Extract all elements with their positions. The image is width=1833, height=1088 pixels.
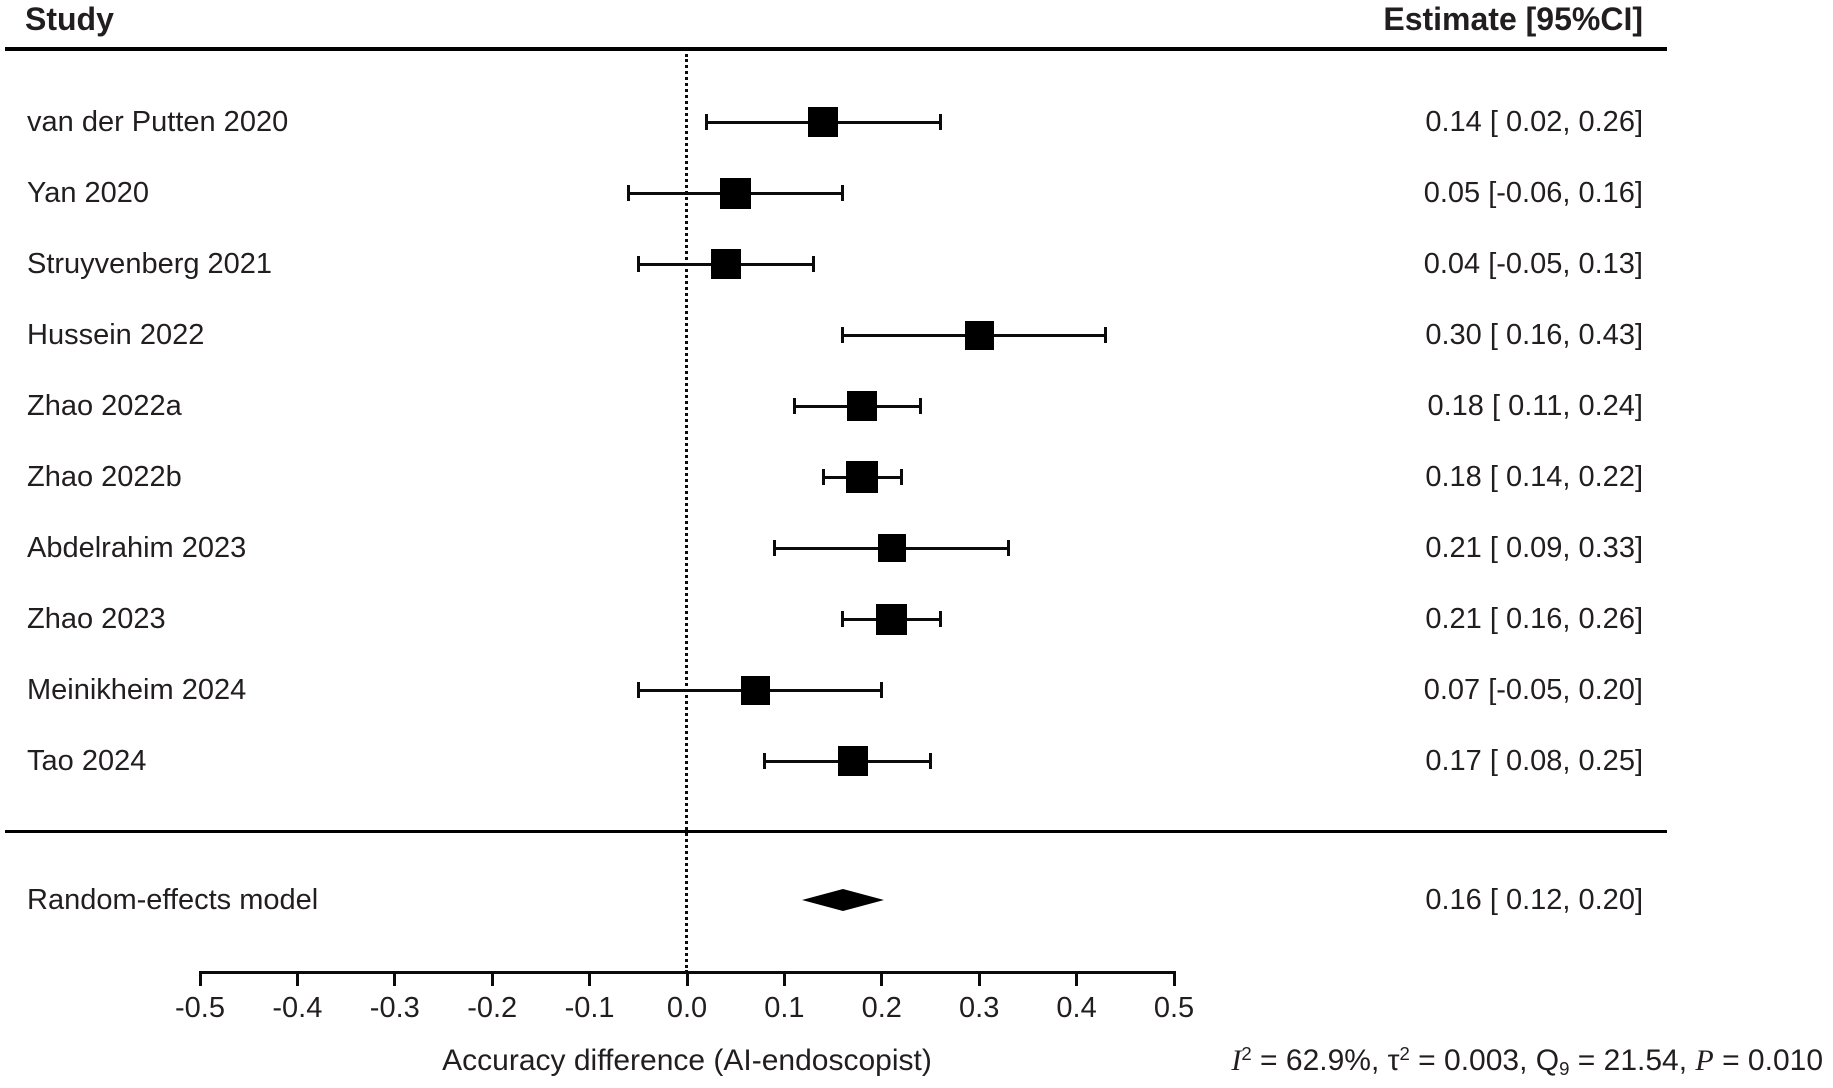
study-column-header: Study: [25, 1, 114, 37]
ci-cap-right: [929, 753, 932, 769]
ci-cap-left: [792, 398, 796, 414]
x-axis-tick: [588, 973, 592, 986]
ci-cap-right: [812, 256, 816, 272]
x-axis-tick-label: -0.1: [564, 992, 615, 1024]
study-label: Zhao 2023: [27, 603, 166, 635]
heterogeneity-stats: I2 = 62.9%, τ2 = 0.003, Q9 = 21.54, P = …: [1231, 1042, 1823, 1083]
stats-segment: 9: [1559, 1057, 1570, 1079]
point-square: [876, 603, 908, 635]
study-label: van der Putten 2020: [27, 106, 289, 138]
ci-cap-right: [1006, 540, 1010, 556]
ci-cap-left: [636, 682, 640, 698]
x-axis-tick-label: -0.5: [175, 992, 225, 1024]
estimate-value: 0.04 [-0.05, 0.13]: [1423, 248, 1643, 280]
ci-cap-left: [704, 114, 708, 130]
point-square: [808, 107, 839, 137]
x-axis-tick: [393, 973, 397, 986]
study-label: Hussein 2022: [27, 319, 205, 351]
x-axis-tick-label: 0.3: [959, 992, 1000, 1024]
estimate-value: 0.21 [ 0.09, 0.33]: [1425, 532, 1643, 564]
estimate-value: 0.14 [ 0.02, 0.26]: [1425, 106, 1643, 138]
x-axis-tick: [880, 973, 884, 986]
ci-cap-right: [919, 398, 923, 414]
ci-cap-right: [1104, 327, 1108, 343]
point-square: [710, 249, 741, 279]
estimate-column-header: Estimate [95%CI]: [1383, 1, 1643, 37]
study-label: Yan 2020: [27, 177, 150, 209]
x-axis-tick-label: -0.4: [272, 992, 323, 1024]
x-axis-line: [199, 971, 1176, 974]
x-axis-tick: [782, 973, 786, 986]
point-square: [846, 461, 879, 493]
x-axis-tick-label: -0.2: [467, 992, 518, 1024]
x-axis-tick-label: 0.5: [1153, 992, 1195, 1024]
point-square: [964, 320, 994, 350]
ci-cap-right: [841, 185, 845, 201]
x-axis-tick-label: -0.3: [369, 992, 420, 1024]
stats-segment: 2: [1399, 1042, 1410, 1064]
estimate-value: 0.07 [-0.05, 0.20]: [1423, 674, 1643, 706]
stats-segment: = 21.54,: [1569, 1044, 1696, 1077]
x-axis-tick: [198, 973, 202, 986]
header-rule: [5, 47, 1667, 51]
point-square: [720, 177, 752, 209]
ci-cap-right: [938, 611, 942, 627]
x-axis-tick: [1172, 973, 1176, 986]
summary-diamond: [802, 889, 884, 911]
point-square: [740, 675, 770, 705]
study-label: Zhao 2022b: [27, 461, 182, 493]
ci-cap-left: [627, 185, 631, 201]
estimate-value: 0.05 [-0.06, 0.16]: [1423, 177, 1643, 209]
ci-cap-left: [841, 327, 845, 343]
ci-cap-right: [899, 469, 903, 485]
study-label: Struyvenberg 2021: [27, 248, 273, 280]
summary-separator-rule: [5, 830, 1667, 833]
estimate-value: 0.17 [ 0.08, 0.25]: [1425, 745, 1643, 777]
summary-estimate-value: 0.16 [ 0.12, 0.20]: [1425, 884, 1643, 916]
ci-cap-left: [821, 469, 825, 485]
study-label: Zhao 2022a: [27, 390, 182, 422]
ci-cap-right: [880, 682, 884, 698]
stats-segment: τ: [1387, 1044, 1400, 1077]
ci-cap-left: [841, 611, 845, 627]
x-axis-tick: [1075, 973, 1079, 986]
point-square: [877, 534, 906, 562]
ci-cap-right: [938, 114, 942, 130]
study-label: Abdelrahim 2023: [27, 532, 247, 564]
x-axis-tick: [490, 973, 494, 986]
x-axis-tick: [977, 973, 981, 986]
ci-cap-left: [636, 256, 640, 272]
x-axis-tick: [685, 973, 689, 986]
x-axis-tick-label: 0.1: [764, 992, 805, 1024]
stats-segment: = 0.003, Q: [1409, 1044, 1560, 1077]
ci-cap-left: [773, 540, 777, 556]
summary-row-label: Random-effects model: [27, 884, 319, 916]
x-axis-tick: [295, 973, 299, 986]
estimate-value: 0.30 [ 0.16, 0.43]: [1425, 319, 1643, 351]
stats-segment: = 0.010: [1713, 1044, 1823, 1077]
point-square: [837, 746, 868, 776]
x-axis-tick-label: 0.4: [1056, 992, 1097, 1024]
ci-cap-left: [763, 753, 767, 769]
study-label: Tao 2024: [27, 745, 147, 777]
x-axis-tick-label: 0.2: [861, 992, 902, 1024]
stats-segment: P: [1695, 1044, 1714, 1077]
stats-segment: = 62.9%,: [1251, 1044, 1388, 1077]
x-axis-tick-label: 0.0: [666, 992, 708, 1024]
stats-segment: 2: [1241, 1042, 1252, 1064]
point-square: [847, 391, 878, 421]
zero-reference-line: [685, 54, 688, 973]
study-label: Meinikheim 2024: [27, 674, 247, 706]
x-axis-title: Accuracy difference (AI-endoscopist): [442, 1044, 932, 1077]
stats-segment: I: [1231, 1044, 1242, 1077]
estimate-value: 0.18 [ 0.14, 0.22]: [1425, 461, 1643, 493]
estimate-value: 0.18 [ 0.11, 0.24]: [1427, 390, 1643, 422]
estimate-value: 0.21 [ 0.16, 0.26]: [1425, 603, 1643, 635]
